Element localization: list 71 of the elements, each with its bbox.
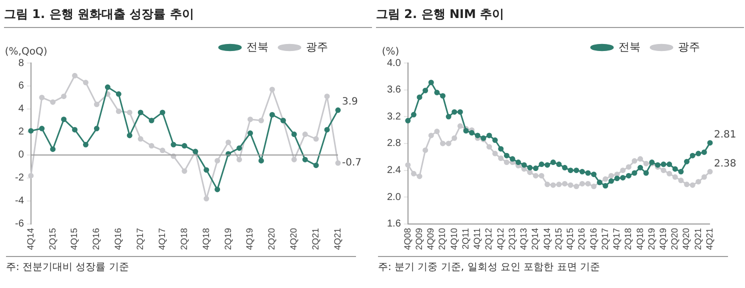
x-tick-label: 2Q10: [437, 228, 448, 250]
x-tick-label: 2Q15: [47, 228, 58, 250]
x-tick-label: 2Q13: [506, 228, 517, 250]
legend-label: 전북: [246, 40, 268, 54]
x-tick-label: 2Q19: [222, 228, 233, 250]
x-tick-label: 2Q21: [310, 228, 321, 250]
chart-title: 그림 1. 은행 원화대출 성장률 추이: [4, 6, 372, 28]
legend-label: 전북: [618, 40, 640, 54]
y-tick-label: -6: [14, 218, 24, 230]
x-tick-label: 4Q19: [244, 228, 255, 250]
x-tick-label: 4Q19: [658, 228, 668, 250]
data-label: 2.38: [714, 158, 736, 170]
x-tick-label: 4Q18: [634, 228, 645, 250]
x-tick-label: 4Q16: [113, 228, 124, 250]
x-tick-label: 2Q15: [553, 228, 564, 250]
x-tick-label: 4Q16: [588, 228, 598, 250]
data-label: -0.7: [342, 158, 362, 169]
x-tick-label: 4Q14: [25, 228, 36, 250]
y-tick-label: 4: [18, 104, 24, 115]
x-tick-label: 2Q18: [178, 228, 189, 250]
x-tick-label: 4Q13: [518, 228, 529, 250]
x-tick-label: 2Q17: [135, 228, 146, 250]
x-tick-label: 2Q16: [91, 228, 102, 250]
x-tick-label: 2Q19: [646, 228, 656, 250]
x-tick-label: 4Q09: [426, 228, 436, 250]
x-tick-label: 4Q10: [448, 228, 459, 250]
x-tick-label: 2Q14: [530, 228, 540, 250]
data-label: 2.81: [714, 129, 736, 140]
y-tick-label: 4.0: [386, 58, 402, 69]
legend-label: 광주: [306, 40, 328, 54]
y-tick-label: 2.4: [386, 165, 402, 176]
y-tick-label: 6: [18, 80, 24, 92]
x-tick-label: 4Q20: [288, 228, 299, 250]
x-tick-label: 4Q08: [402, 228, 412, 250]
x-tick-label: 2Q16: [576, 228, 587, 250]
text: 주: 분기 기중 기준, 일회성 요인 포함한 표면 기준: [378, 261, 601, 274]
y-tick-label: -4: [14, 196, 24, 207]
x-tick-label: 4Q15: [565, 228, 576, 250]
x-tick-label: 4Q21: [704, 228, 714, 250]
x-tick-label: 4Q12: [495, 228, 506, 250]
x-tick-label: 2Q12: [484, 228, 494, 250]
y-tick-label: 2.0: [386, 192, 402, 203]
y-tick-label: 0: [18, 150, 24, 161]
chart-title: 그림 2. 은행 NIM 추이: [376, 6, 744, 28]
y-tick-label: 8: [18, 58, 24, 69]
x-tick-label: 4Q14: [542, 228, 552, 250]
y-tick-label: 1.6: [386, 218, 402, 230]
x-tick-label: 4Q18: [200, 228, 211, 250]
y-tick-label: -2: [14, 172, 24, 184]
x-tick-label: 2Q21: [692, 228, 703, 250]
x-tick-label: 2Q17: [600, 228, 610, 250]
y-axis-title: (%): [382, 46, 400, 58]
y-tick-label: 2.8: [386, 138, 402, 150]
y-tick-label: 3.2: [386, 111, 402, 122]
x-tick-label: 2Q11: [460, 228, 470, 250]
x-tick-label: 2Q18: [623, 228, 634, 250]
data-label: 3.9: [342, 96, 358, 108]
x-tick-label: 4Q21: [332, 228, 342, 250]
x-tick-label: 4Q17: [156, 228, 167, 250]
x-tick-label: 4Q11: [472, 228, 482, 250]
x-tick-label: 2Q20: [670, 228, 680, 250]
y-axis-title: (%,QoQ): [4, 46, 48, 58]
text: 주: 전분기대비 성장률 기준: [6, 261, 130, 274]
x-tick-label: 2Q20: [266, 228, 277, 250]
x-tick-label: 4Q17: [612, 228, 622, 250]
legend-label: 광주: [678, 40, 700, 54]
x-tick-label: 2Q09: [414, 228, 424, 250]
x-tick-label: 4Q20: [681, 228, 692, 250]
x-tick-label: 4Q15: [69, 228, 80, 250]
y-tick-label: 2: [18, 126, 24, 138]
y-tick-label: 3.6: [386, 84, 402, 96]
